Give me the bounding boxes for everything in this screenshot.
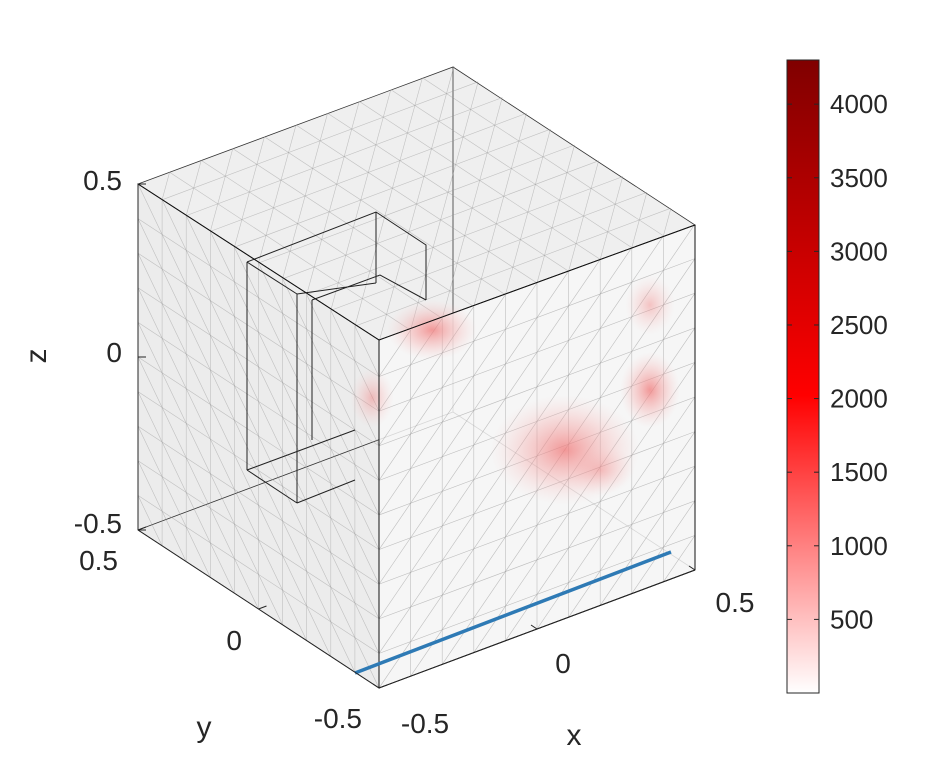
colorbar-tick-label: 3000 bbox=[830, 236, 888, 266]
mesh-line bbox=[137, 460, 187, 562]
x-tick-label: -0.5 bbox=[401, 708, 449, 739]
mesh-line bbox=[258, 124, 297, 264]
mesh-line bbox=[137, 426, 211, 578]
colorbar-gradient bbox=[786, 59, 820, 694]
heat-blob bbox=[387, 300, 477, 360]
x-tick-mark bbox=[530, 624, 538, 630]
mesh-line bbox=[137, 287, 307, 641]
mesh-line bbox=[379, 271, 569, 550]
colorbar-tick-label: 1500 bbox=[830, 457, 888, 487]
mesh-line bbox=[137, 495, 163, 546]
mesh-line bbox=[137, 253, 332, 657]
y-tick-label: 0 bbox=[226, 625, 242, 656]
mesh-line bbox=[282, 113, 328, 279]
mesh-line bbox=[282, 278, 380, 481]
mesh-line bbox=[185, 215, 380, 619]
heat-blob bbox=[350, 368, 394, 428]
mesh-line bbox=[568, 431, 695, 618]
x-axis-label: x bbox=[567, 719, 582, 752]
mesh-line bbox=[354, 326, 380, 377]
heat-blob bbox=[565, 445, 635, 495]
mesh-line bbox=[536, 144, 575, 284]
mesh-line bbox=[663, 535, 695, 582]
mesh-line bbox=[234, 136, 265, 248]
axes bbox=[137, 183, 696, 689]
z-axis-label: z bbox=[20, 349, 53, 364]
y-tick-label: -0.5 bbox=[314, 703, 362, 734]
mesh-line bbox=[137, 183, 380, 689]
y-tick-mark bbox=[137, 526, 147, 531]
mesh-line bbox=[441, 97, 503, 319]
mesh-line bbox=[663, 208, 672, 236]
mesh-line bbox=[161, 199, 380, 654]
mesh-line bbox=[473, 113, 527, 307]
mesh-grid bbox=[137, 65, 672, 689]
heat-blob bbox=[625, 275, 675, 335]
mesh-line bbox=[379, 294, 506, 481]
y-axis-label: y bbox=[197, 711, 212, 744]
mesh-line bbox=[379, 259, 601, 585]
mesh-line bbox=[137, 322, 283, 625]
mesh-line bbox=[234, 247, 380, 550]
y-tick-mark bbox=[378, 684, 388, 689]
heat-blobs bbox=[350, 275, 680, 505]
mesh-line bbox=[568, 160, 599, 272]
mesh-line bbox=[410, 81, 479, 331]
inner-obstacle bbox=[246, 211, 427, 504]
mesh-line bbox=[536, 396, 695, 630]
boundary-line bbox=[354, 550, 672, 675]
x-tick-mark bbox=[372, 683, 380, 689]
colorbar-tick-label: 500 bbox=[830, 604, 873, 634]
colorbar-tick-label: 3500 bbox=[830, 163, 888, 193]
x-tick-mark bbox=[688, 565, 696, 571]
mesh-line bbox=[599, 176, 623, 260]
mesh-line bbox=[137, 218, 356, 673]
y-tick-label: 0.5 bbox=[79, 545, 118, 576]
z-tick-label: -0.5 bbox=[74, 508, 122, 539]
z-tick-label: 0.5 bbox=[83, 165, 122, 196]
colorbar-tick-label: 2500 bbox=[830, 310, 888, 340]
mesh-line bbox=[599, 466, 695, 606]
mesh-line bbox=[306, 101, 360, 295]
mesh-line bbox=[185, 160, 202, 216]
mesh-line bbox=[258, 262, 380, 516]
colorbar-tick-label: 1000 bbox=[830, 531, 888, 561]
mesh-line bbox=[379, 282, 538, 516]
heat-blob bbox=[620, 352, 680, 428]
mesh-line bbox=[137, 356, 259, 610]
mesh-line bbox=[505, 129, 551, 295]
x-tick-label: 0.5 bbox=[716, 587, 755, 618]
x-tick-label: 0 bbox=[555, 648, 571, 679]
mesh-line bbox=[210, 231, 380, 585]
mesh-line bbox=[631, 500, 695, 594]
z-tick-label: 0 bbox=[106, 337, 122, 368]
y-tick-mark bbox=[258, 605, 267, 610]
colorbar: 500 1000 1500 2000 2500 3000 3500 4000 bbox=[786, 59, 888, 694]
mesh-line bbox=[161, 172, 170, 200]
mesh-line bbox=[210, 148, 234, 232]
mesh-line bbox=[378, 65, 455, 343]
mesh-line bbox=[631, 192, 648, 248]
mesh-line bbox=[330, 89, 392, 311]
mesh-line bbox=[137, 391, 235, 594]
colorbar-tick-label: 2000 bbox=[830, 384, 888, 414]
colorbar-tick-label: 4000 bbox=[830, 89, 888, 119]
